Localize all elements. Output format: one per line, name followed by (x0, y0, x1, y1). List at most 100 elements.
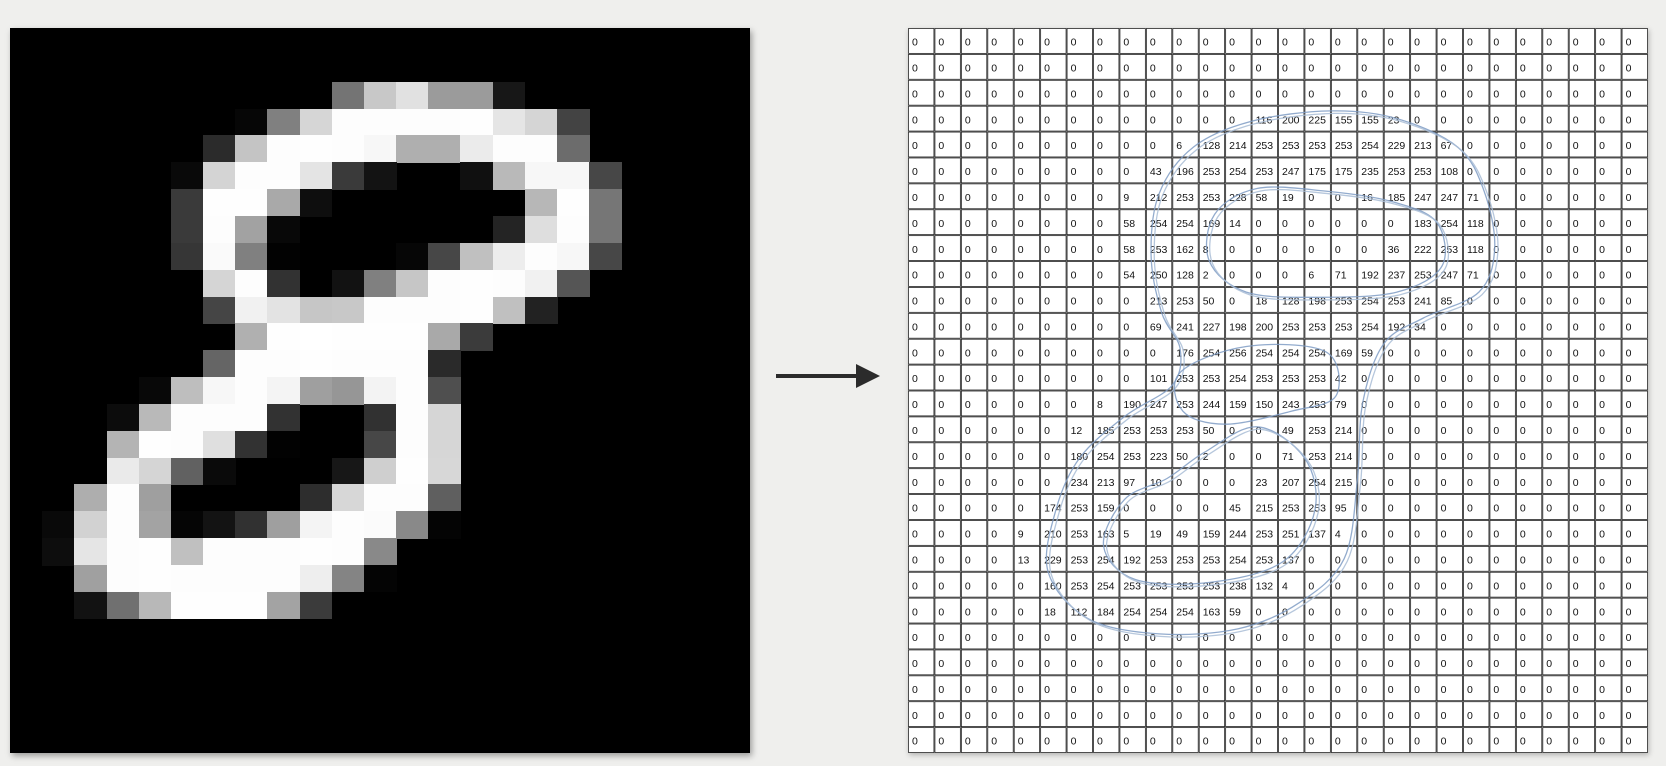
image-pixel (428, 484, 462, 512)
cell-value: 0 (1044, 166, 1050, 178)
image-pixel (363, 511, 397, 539)
cell-value: 0 (1044, 88, 1050, 100)
grid-cell (1595, 727, 1622, 753)
cell-value: 253 (1308, 321, 1326, 333)
grid-cell (1251, 364, 1278, 391)
cell-value: 13 (1018, 554, 1030, 566)
cell-value: 0 (991, 606, 997, 618)
image-pixel (396, 269, 429, 298)
grid-cell (1198, 727, 1226, 753)
image-pixel (267, 591, 301, 620)
grid-cell (1621, 649, 1648, 676)
cell-value: 0 (1361, 503, 1367, 515)
grid-cell (1066, 79, 1093, 106)
image-pixel (556, 189, 590, 217)
cell-value: 0 (938, 554, 944, 566)
grid-cell (1621, 442, 1648, 469)
grid-cell (1330, 701, 1358, 728)
grid-cell (1542, 364, 1569, 391)
grid-cell (1489, 597, 1516, 624)
grid-cell (1172, 390, 1199, 417)
image-pixel (589, 215, 622, 244)
cell-value: 0 (1018, 451, 1024, 463)
grid-cell (1119, 157, 1146, 184)
grid-cell (1119, 571, 1146, 598)
grid-cell (1463, 545, 1490, 572)
cell-value: 0 (1441, 114, 1447, 126)
image-pixel (396, 484, 429, 512)
image-pixel (235, 162, 268, 190)
cell-value: 0 (1493, 451, 1499, 463)
image-pixel (267, 565, 301, 593)
cell-value: 0 (1626, 140, 1632, 152)
grid-cell (1568, 416, 1596, 443)
grid-cell (1489, 545, 1516, 572)
grid-cell (1489, 157, 1516, 184)
grid-cell (987, 235, 1014, 261)
cell-value: 192 (1388, 321, 1406, 333)
grid-cell (1436, 312, 1463, 339)
cell-value: 0 (1150, 503, 1156, 515)
grid-cell (1621, 312, 1648, 339)
cell-value: 0 (1626, 347, 1632, 359)
cell-value: 0 (1414, 88, 1420, 100)
cell-value: 0 (1044, 710, 1050, 722)
grid-cell (1330, 416, 1358, 443)
grid-cell (1225, 209, 1252, 236)
cell-value: 200 (1256, 321, 1274, 333)
cell-value: 0 (912, 658, 918, 670)
image-pixel (331, 377, 365, 405)
cell-value: 0 (1282, 606, 1288, 618)
image-pixel (396, 377, 429, 405)
cell-value: 253 (1414, 270, 1432, 282)
cell-value: 0 (1018, 166, 1024, 178)
cell-value: 0 (1335, 37, 1341, 49)
cell-value: 0 (1414, 451, 1420, 463)
grid-cell (1383, 520, 1411, 546)
grid-cell (1225, 28, 1252, 54)
cell-value: 0 (1388, 63, 1394, 75)
cell-value: 0 (1546, 529, 1552, 541)
grid-cell (1145, 468, 1173, 494)
cell-value: 0 (1414, 63, 1420, 75)
grid-cell (1330, 597, 1358, 624)
grid-cell (1463, 287, 1490, 313)
cell-value: 0 (1018, 347, 1024, 359)
cell-value: 0 (1229, 37, 1235, 49)
cell-value: 0 (1441, 580, 1447, 592)
grid-cell (1093, 79, 1120, 106)
grid-cell (1066, 442, 1093, 469)
cell-value: 184 (1097, 606, 1115, 618)
cell-value: 0 (1599, 399, 1605, 411)
cell-value: 0 (912, 37, 918, 49)
cell-value: 0 (1123, 88, 1129, 100)
grid-cell (1251, 235, 1278, 261)
grid-cell (1278, 416, 1305, 443)
grid-cell (1489, 520, 1516, 546)
cell-value: 0 (938, 140, 944, 152)
grid-cell (1225, 597, 1252, 624)
cell-value: 244 (1203, 399, 1221, 411)
cell-value: 0 (1176, 37, 1182, 49)
image-pixel (267, 269, 301, 298)
cell-value: 0 (1256, 451, 1262, 463)
grid-cell (1013, 28, 1041, 54)
cell-value: 0 (1520, 658, 1526, 670)
cell-value: 253 (1308, 140, 1326, 152)
grid-cell (1278, 494, 1305, 520)
grid-cell (987, 261, 1014, 287)
cell-value: 214 (1335, 451, 1353, 463)
grid-cell (1040, 183, 1067, 210)
grid-cell (1542, 287, 1569, 313)
cell-value: 0 (1361, 425, 1367, 437)
image-pixel (235, 565, 268, 593)
cell-value: 253 (1071, 554, 1089, 566)
grid-cell (1515, 28, 1543, 54)
cell-value: 0 (965, 321, 971, 333)
grid-cell (1463, 701, 1490, 728)
cell-value: 23 (1256, 477, 1268, 489)
cell-value: 0 (1573, 244, 1579, 256)
cell-value: 0 (1441, 710, 1447, 722)
cell-value: 0 (1335, 710, 1341, 722)
cell-value: 0 (912, 140, 918, 152)
